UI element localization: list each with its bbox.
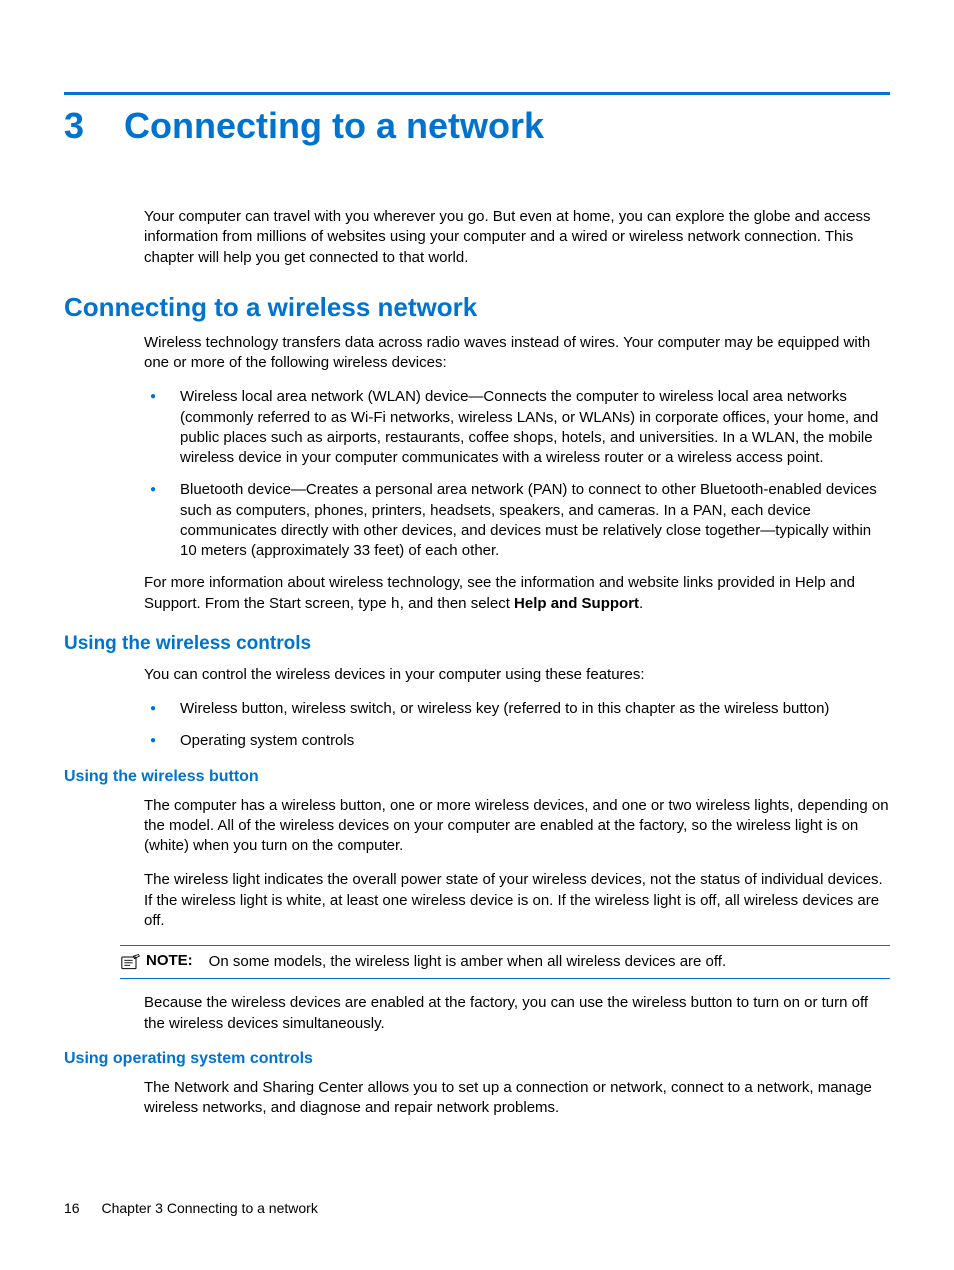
subsection1-bullets: Wireless button, wireless switch, or wir… (144, 699, 890, 752)
page-number: 16 (64, 1200, 80, 1216)
intro-block: Your computer can travel with you wherev… (144, 207, 890, 268)
subsub2-para1: The Network and Sharing Center allows yo… (144, 1078, 890, 1119)
subsub1-para2: The wireless light indicates the overall… (144, 870, 890, 931)
text-run: . (639, 595, 643, 612)
note-icon (120, 952, 142, 972)
section1-bullets: Wireless local area network (WLAN) devic… (144, 387, 890, 561)
section1-body: Wireless technology transfers data acros… (144, 333, 890, 615)
top-rule (64, 92, 890, 95)
mono-text: h (391, 596, 400, 613)
subsection1-body: You can control the wireless devices in … (144, 665, 890, 752)
subsection-heading-wireless-controls: Using the wireless controls (64, 633, 890, 655)
subsub1-body-after-note: Because the wireless devices are enabled… (144, 993, 890, 1034)
list-item: Bluetooth device—Creates a personal area… (144, 480, 890, 561)
subsub1-body: The computer has a wireless button, one … (144, 796, 890, 932)
section-heading-wireless-network: Connecting to a wireless network (64, 292, 890, 323)
note-callout: NOTE: On some models, the wireless light… (120, 945, 890, 979)
section1-para1: Wireless technology transfers data acros… (144, 333, 890, 374)
note-text: On some models, the wireless light is am… (209, 952, 726, 972)
list-item: Wireless button, wireless switch, or wir… (144, 699, 890, 719)
intro-paragraph: Your computer can travel with you wherev… (144, 207, 890, 268)
subsub1-para3: Because the wireless devices are enabled… (144, 993, 890, 1034)
bold-text: Help and Support (514, 595, 639, 612)
subsub-heading-os-controls: Using operating system controls (64, 1050, 890, 1068)
subsub-heading-wireless-button: Using the wireless button (64, 768, 890, 786)
chapter-heading: 3 Connecting to a network (64, 105, 890, 147)
list-item: Operating system controls (144, 731, 890, 751)
subsection1-para1: You can control the wireless devices in … (144, 665, 890, 685)
page-footer: 16 Chapter 3 Connecting to a network (64, 1200, 318, 1216)
footer-chapter-ref: Chapter 3 Connecting to a network (101, 1200, 317, 1216)
subsub2-body: The Network and Sharing Center allows yo… (144, 1078, 890, 1119)
chapter-title: Connecting to a network (124, 105, 544, 147)
chapter-number: 3 (64, 105, 84, 147)
section1-para2: For more information about wireless tech… (144, 573, 890, 615)
list-item: Wireless local area network (WLAN) devic… (144, 387, 890, 468)
note-label: NOTE: (146, 952, 205, 969)
subsub1-para1: The computer has a wireless button, one … (144, 796, 890, 857)
text-run: , and then select (400, 595, 514, 612)
document-page: 3 Connecting to a network Your computer … (0, 0, 954, 1270)
